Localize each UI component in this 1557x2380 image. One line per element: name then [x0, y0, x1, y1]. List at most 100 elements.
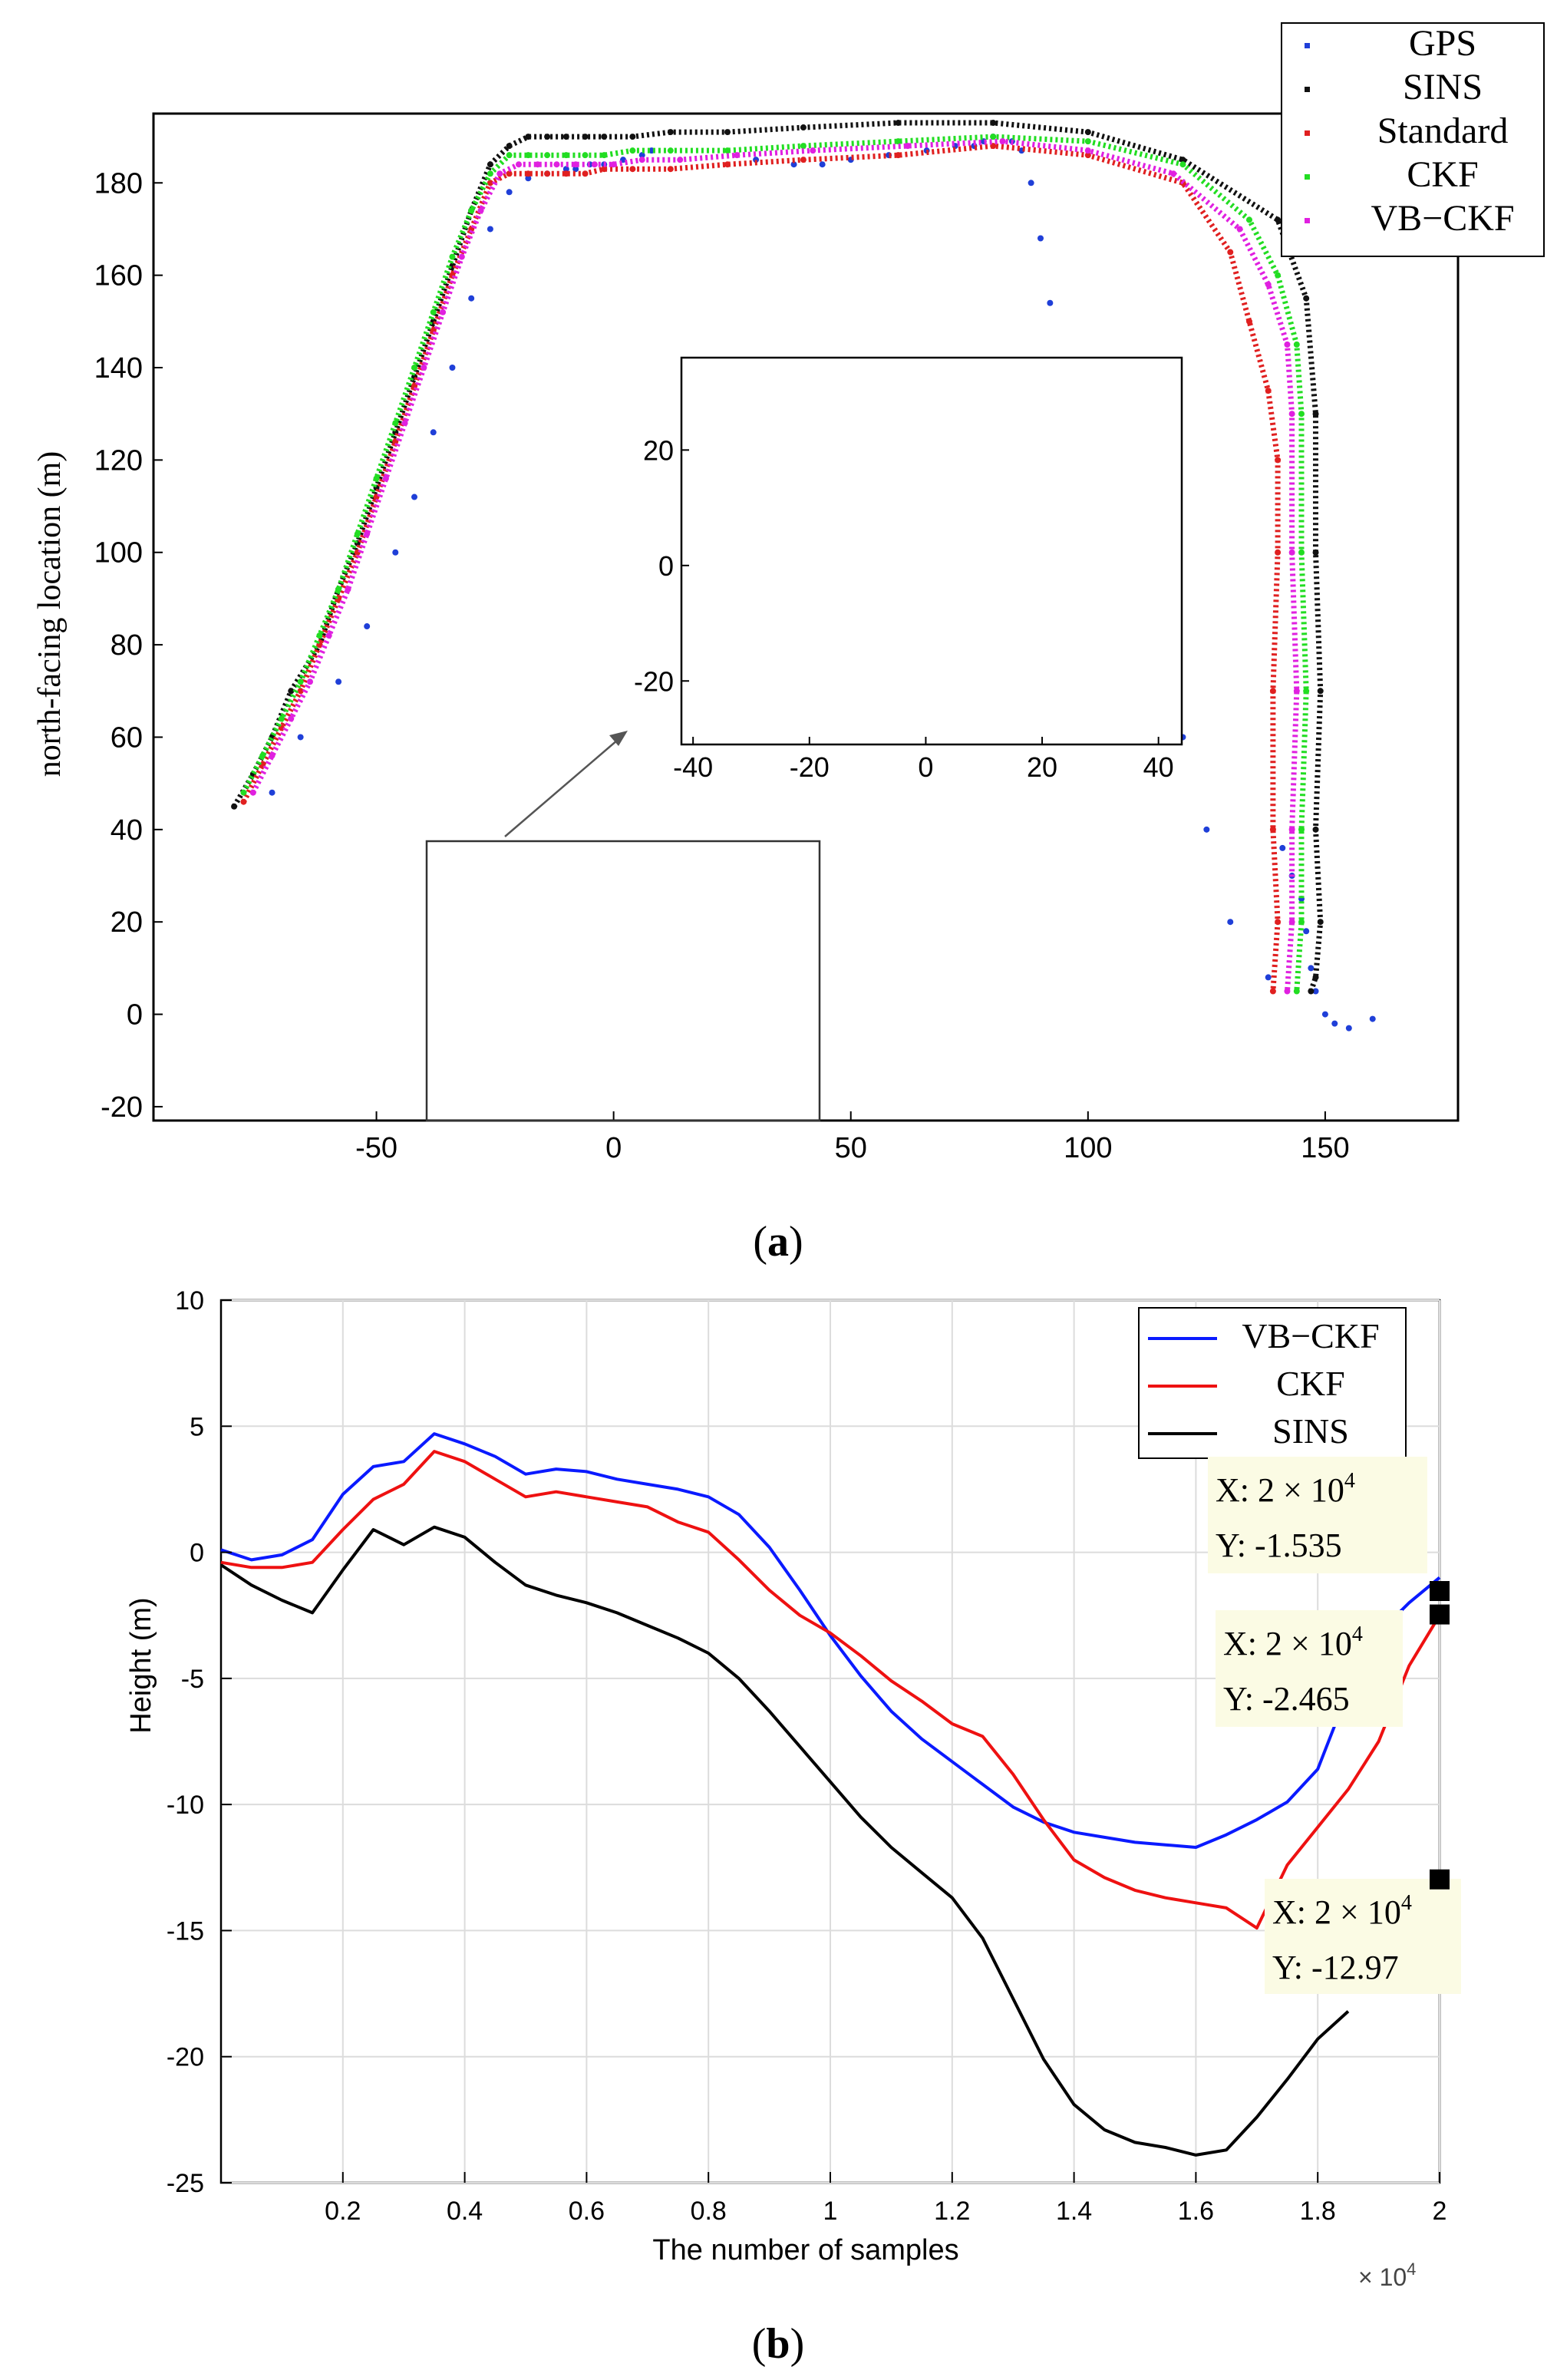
data-point — [525, 170, 532, 177]
data-point — [629, 166, 636, 173]
zoom-region-box — [425, 840, 821, 1122]
data-point — [269, 752, 275, 759]
height-y-axis-label: Height (m) — [125, 1597, 157, 1733]
data-point — [638, 157, 645, 163]
data-point — [1265, 281, 1272, 288]
datatip-y: Y: -2.465 — [1223, 1680, 1350, 1718]
data-point — [810, 147, 816, 154]
data-point — [297, 688, 304, 695]
height-chart: 10 5 0 -5 -10 -15 -20 -25 0.2 0.4 0.6 0.8 1 1.2 1.4 1.… — [125, 1286, 1461, 2291]
data-point — [1279, 844, 1286, 851]
data-point — [1084, 147, 1091, 154]
trajectory-legend-box — [1281, 22, 1545, 257]
data-point — [430, 429, 437, 436]
data-point — [1275, 457, 1282, 464]
data-point — [591, 161, 598, 168]
legend-marker — [1305, 130, 1310, 136]
datatip-marker — [1430, 1604, 1450, 1625]
data-point — [1047, 299, 1054, 306]
datatip: X: 2 × 104 Y: -1.535 — [1208, 1457, 1450, 1602]
data-point — [1303, 928, 1310, 935]
data-point — [487, 170, 493, 177]
data-point — [895, 152, 902, 159]
data-point — [562, 152, 569, 159]
trajectory-y-ticks: -20 0 20 40 60 80 100 120 140 160 180 — [94, 167, 163, 1124]
data-point — [534, 161, 541, 168]
inset-x-tick-label: -40 — [673, 751, 713, 783]
data-point — [800, 157, 807, 163]
datatip-y: Y: -12.97 — [1272, 1949, 1399, 1986]
data-point — [1308, 988, 1315, 995]
legend-label: VB−CKF — [1242, 1316, 1379, 1355]
data-point — [724, 147, 731, 154]
data-point — [1227, 249, 1234, 256]
data-point — [382, 475, 389, 482]
data-point — [582, 170, 589, 177]
data-point — [307, 678, 313, 685]
height-x-axis-label: The number of samples — [652, 2234, 958, 2266]
y-tick-label: 20 — [111, 906, 143, 939]
data-point — [1317, 688, 1324, 695]
data-point — [1331, 1020, 1338, 1027]
data-point — [544, 152, 551, 159]
data-point — [610, 161, 617, 168]
y-tick-label: -5 — [181, 1665, 204, 1694]
series-line-sins — [219, 1525, 1350, 2157]
series-gps-points — [269, 134, 1376, 1032]
datatip: X: 2 × 104 Y: -2.465 — [1216, 1604, 1450, 1727]
height-legend: VB−CKF CKF SINS — [1138, 1307, 1407, 1459]
zoom-arrow-head — [609, 731, 628, 746]
data-point — [1275, 549, 1282, 556]
legend-marker — [1305, 87, 1310, 92]
data-point — [562, 134, 569, 140]
data-point — [401, 420, 408, 427]
x-tick-label: 1.8 — [1300, 2197, 1336, 2226]
x-tick-label: 0.2 — [325, 2197, 361, 2226]
data-point — [1203, 826, 1210, 833]
data-point — [458, 253, 465, 260]
data-point — [325, 632, 332, 639]
data-point — [1084, 152, 1091, 159]
data-point — [544, 134, 551, 140]
data-point — [1312, 411, 1319, 418]
data-point — [819, 161, 826, 168]
legend-label: GPS — [1409, 23, 1476, 64]
x-tick-label: 1.4 — [1056, 2197, 1092, 2226]
height-x-multiplier: × 104 — [1358, 2260, 1416, 2291]
data-point — [506, 152, 513, 159]
data-point — [1288, 826, 1295, 833]
data-point — [525, 134, 532, 140]
data-point — [1288, 919, 1295, 926]
data-point — [392, 420, 399, 427]
datatip-box — [1216, 1610, 1403, 1727]
data-point — [572, 161, 579, 168]
data-point — [1275, 919, 1282, 926]
data-point — [506, 143, 513, 150]
datatip-x-base: X: 2 × 10 — [1216, 1471, 1344, 1509]
data-point — [364, 623, 371, 630]
data-point — [364, 530, 371, 537]
data-point — [1293, 341, 1300, 348]
y-tick-label: 160 — [94, 260, 143, 292]
x-tick-label: 1 — [823, 2197, 838, 2226]
data-point — [1284, 341, 1291, 348]
zoom-inset: -20 0 20 -40 -20 0 20 40 — [634, 356, 1183, 783]
panel-b-label-letter: b — [766, 2320, 790, 2368]
data-point — [373, 475, 380, 482]
data-point — [582, 134, 589, 140]
data-point — [487, 180, 493, 187]
data-point — [1303, 688, 1310, 695]
inset-y-tick-label: -20 — [634, 665, 674, 697]
trajectory-x-ticks: -50 0 50 100 150 — [355, 1111, 1350, 1164]
data-point — [440, 309, 447, 315]
data-point — [316, 632, 323, 639]
trajectory-series — [231, 120, 1376, 1032]
data-point — [638, 152, 645, 159]
data-point — [1269, 688, 1276, 695]
data-point — [1084, 138, 1091, 145]
data-point — [667, 147, 674, 154]
data-point — [790, 161, 797, 168]
inset-plot-area — [680, 356, 1183, 746]
data-point — [1269, 988, 1276, 995]
